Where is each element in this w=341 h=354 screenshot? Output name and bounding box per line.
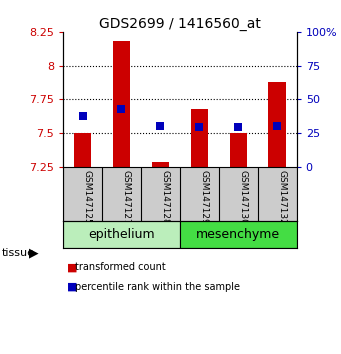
- Text: epithelium: epithelium: [88, 228, 155, 241]
- Text: ▶: ▶: [29, 247, 39, 259]
- Text: GSM147129: GSM147129: [199, 170, 208, 224]
- Bar: [191, 109, 208, 167]
- Text: transformed count: transformed count: [75, 262, 166, 272]
- Text: GSM147130: GSM147130: [238, 170, 247, 224]
- Text: GSM147125: GSM147125: [83, 170, 91, 224]
- Title: GDS2699 / 1416560_at: GDS2699 / 1416560_at: [99, 17, 261, 31]
- Text: ■: ■: [66, 282, 77, 292]
- Text: mesenchyme: mesenchyme: [196, 228, 280, 241]
- Bar: [113, 41, 130, 167]
- Text: ■: ■: [66, 262, 77, 272]
- Bar: [63, 221, 180, 248]
- Bar: [229, 133, 247, 167]
- Bar: [180, 221, 297, 248]
- Bar: [268, 82, 286, 167]
- Text: GSM147127: GSM147127: [121, 170, 131, 224]
- Text: GSM147128: GSM147128: [160, 170, 169, 224]
- Text: GSM147132: GSM147132: [277, 170, 286, 224]
- Bar: [74, 133, 91, 167]
- Bar: [152, 162, 169, 167]
- Text: percentile rank within the sample: percentile rank within the sample: [75, 282, 240, 292]
- Text: tissue: tissue: [2, 248, 35, 258]
